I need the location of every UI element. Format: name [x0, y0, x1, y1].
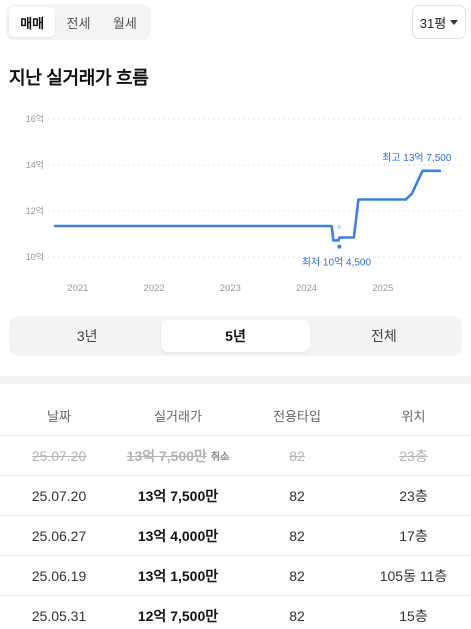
row-type: 82	[289, 567, 305, 584]
row-floor: 15층	[399, 607, 428, 624]
tab-3-years[interactable]: 3년	[76, 328, 98, 344]
row-floor: 23층	[399, 447, 428, 464]
y-tick-label: 16억	[26, 113, 44, 124]
row-type: 82	[289, 607, 305, 624]
chart-y-ticks: 10억 12억 14억 16억	[26, 113, 44, 262]
x-tick-label: 2022	[144, 283, 165, 294]
header-date: 날짜	[47, 409, 71, 424]
x-tick-label: 2023	[220, 283, 241, 294]
table-row[interactable]: 25.07.20 13억 7,500만 82 23층	[0, 476, 471, 516]
row-date: 25.05.31	[31, 607, 87, 624]
table-row[interactable]: 25.06.27 13억 4,000만 82 17층	[0, 516, 471, 556]
area-select-value: 31평	[419, 15, 447, 31]
header-price: 실거래가	[154, 409, 202, 424]
table-row[interactable]: 25.07.20 13억 7,500만 취소 82 23층	[0, 436, 471, 476]
cancelled-badge: 취소	[210, 452, 230, 463]
y-tick-label: 14억	[26, 159, 44, 170]
section-title: 지난 실거래가 흐름	[9, 68, 149, 88]
chart-point	[337, 225, 342, 230]
x-tick-label: 2021	[67, 283, 88, 294]
tab-5-years[interactable]: 5년	[161, 320, 310, 352]
y-tick-label: 10억	[26, 251, 44, 262]
chart-x-ticks: 2021 2022 2023 2024 2025	[67, 283, 393, 294]
chart-grid	[48, 118, 462, 258]
x-tick-label: 2025	[372, 283, 393, 294]
table-row[interactable]: 25.06.19 13억 1,500만 82 105동 11층	[0, 556, 471, 596]
tab-jeonse[interactable]: 전세	[66, 15, 91, 31]
row-floor: 23층	[399, 487, 428, 504]
tab-monthly-rent[interactable]: 월세	[112, 15, 137, 31]
header-type: 전용타입	[273, 409, 321, 424]
y-tick-label: 12억	[26, 205, 44, 216]
row-price-value: 13억 7,500만	[126, 447, 207, 464]
row-type: 82	[289, 487, 305, 504]
row-date: 25.06.27	[31, 527, 87, 544]
row-price: 13억 7,500만	[137, 487, 219, 504]
row-price: 13억 1,500만	[137, 567, 219, 584]
row-date: 25.06.19	[31, 567, 87, 584]
tab-sale[interactable]: 매매	[9, 7, 56, 37]
tab-all[interactable]: 전체	[370, 328, 397, 344]
row-price: 13억 4,000만	[137, 527, 219, 544]
chart-series-line	[53, 169, 442, 242]
chevron-down-icon	[450, 19, 459, 25]
price-trend-chart: 10억 12억 14억 16억 2021 2022 2023 2024 2025 최저 10억…	[26, 113, 462, 294]
section-divider	[0, 376, 471, 384]
header-floor: 위치	[401, 409, 426, 424]
range-tabs: 3년 5년 전체	[9, 316, 462, 356]
row-price: 13억 7,500만 취소	[118, 446, 238, 466]
row-type: 82	[289, 527, 305, 544]
table-header: 날짜 실거래가 전용타입 위치	[0, 396, 471, 436]
table-row[interactable]: 25.05.31 12억 7,500만 82 15층	[0, 596, 471, 629]
row-type: 82	[289, 447, 305, 464]
x-tick-label: 2024	[296, 283, 317, 294]
deal-type-tabs: 매매 전세 월세	[6, 4, 151, 40]
chart-points	[337, 225, 342, 249]
chart-max-label: 최고 13억 7,500	[382, 152, 452, 164]
row-date: 25.07.20	[31, 487, 87, 504]
row-date: 25.07.20	[31, 447, 87, 464]
row-floor: 17층	[399, 527, 428, 544]
row-price: 12억 7,500만	[137, 607, 219, 624]
row-floor: 105동 11층	[379, 567, 448, 584]
chart-point	[337, 244, 342, 249]
area-select[interactable]: 31평	[412, 5, 466, 39]
chart-min-label: 최저 10억 4,500	[302, 257, 372, 269]
transactions-table: 날짜 실거래가 전용타입 위치 25.07.20 13억 7,500만 취소 8…	[0, 396, 471, 629]
